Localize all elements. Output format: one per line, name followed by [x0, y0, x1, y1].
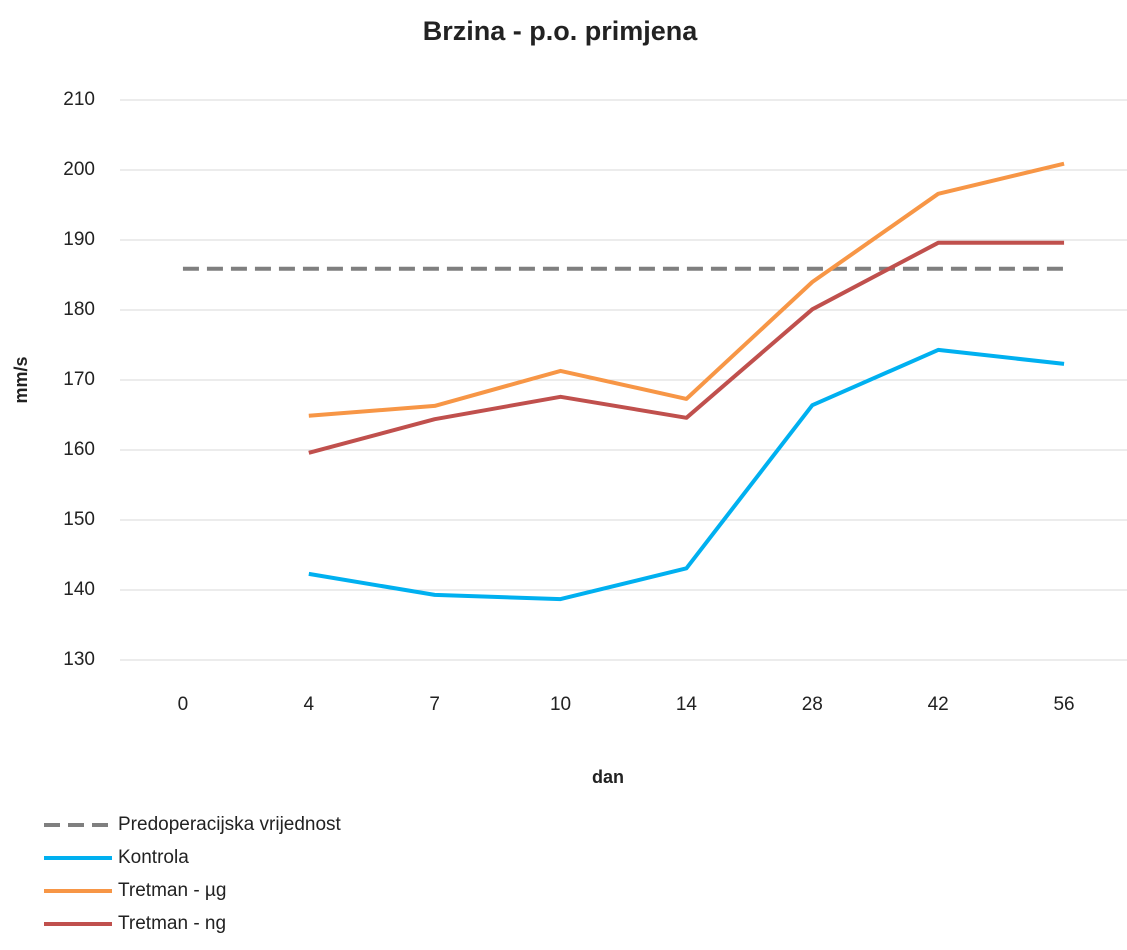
- x-tick-label: 7: [429, 694, 440, 715]
- y-axis-title: mm/s: [11, 356, 31, 403]
- x-tick-label: 0: [178, 694, 189, 715]
- x-axis-title: dan: [592, 767, 624, 787]
- x-tick-label: 28: [802, 694, 823, 715]
- x-tick-label: 10: [550, 694, 571, 715]
- y-tick-label: 150: [63, 509, 95, 530]
- legend-label: Predoperacijska vrijednost: [118, 814, 342, 835]
- chart-title: Brzina - p.o. primjena: [423, 16, 699, 46]
- series-line: [308, 347, 1065, 602]
- y-tick-label: 200: [63, 159, 95, 180]
- y-tick-label: 170: [63, 369, 95, 390]
- legend-label: Tretman - µg: [118, 880, 226, 901]
- x-tick-label: 4: [304, 694, 315, 715]
- y-tick-label: 210: [63, 89, 95, 110]
- series-line: [308, 161, 1065, 418]
- y-tick-label: 140: [63, 579, 95, 600]
- legend-label: Kontrola: [118, 847, 189, 868]
- x-tick-label: 56: [1053, 694, 1074, 715]
- legend-label: Tretman - ng: [118, 913, 226, 934]
- x-tick-label: 42: [928, 694, 949, 715]
- series-line: [308, 240, 1065, 455]
- y-tick-label: 190: [63, 229, 95, 250]
- x-tick-label: 14: [676, 694, 698, 715]
- y-tick-label: 130: [63, 649, 95, 670]
- y-tick-label: 180: [63, 299, 95, 320]
- y-tick-label: 160: [63, 439, 95, 460]
